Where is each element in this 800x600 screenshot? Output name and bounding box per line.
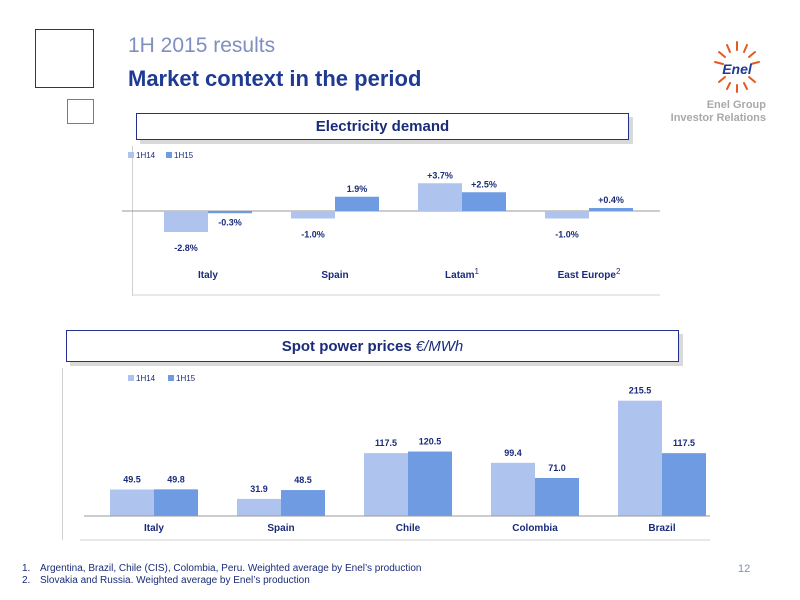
- footnote-2-number: 2.: [22, 575, 31, 586]
- prices-bar-italy-1H14: [110, 489, 154, 516]
- prices-category-label-spain: Spain: [267, 523, 294, 534]
- demand-data-label-spain-1H15: 1.9%: [347, 184, 368, 194]
- prices-legend-label-1H14: 1H14: [136, 374, 156, 383]
- demand-category-label-italy: Italy: [198, 270, 218, 281]
- demand-footnote-ref-1: 1: [475, 267, 480, 276]
- demand-data-label-east-europe-1H15: +0.4%: [598, 195, 624, 205]
- demand-data-label-italy-1H15: -0.3%: [218, 217, 242, 227]
- demand-left-rule: [132, 146, 133, 296]
- prices-bar-spain-1H15: [281, 490, 325, 516]
- prices-data-label-spain-1H14: 31.9: [250, 484, 268, 494]
- prices-data-label-chile-1H15: 120.5: [419, 437, 442, 447]
- demand-data-label-latam-1H14: +3.7%: [427, 170, 453, 180]
- prices-bar-colombia-1H14: [491, 462, 535, 516]
- logo-text: Enel: [722, 61, 753, 77]
- demand-bar-east-europe-1H15: [589, 208, 633, 211]
- demand-bar-italy-1H15: [208, 211, 252, 214]
- prices-category-label-colombia: Colombia: [512, 523, 558, 534]
- demand-legend-swatch-1H15: [166, 152, 172, 158]
- prices-bar-italy-1H15: [154, 489, 198, 516]
- prices-category-label-brazil: Brazil: [648, 523, 675, 534]
- prices-bar-colombia-1H15: [535, 478, 579, 516]
- prices-left-rule: [62, 368, 63, 540]
- prices-data-label-chile-1H14: 117.5: [375, 438, 397, 448]
- demand-bar-italy-1H14: [164, 211, 208, 232]
- demand-title-box: Electricity demand: [136, 113, 629, 140]
- prices-bar-chile-1H15: [408, 451, 452, 516]
- demand-legend-label-1H15: 1H15: [174, 151, 194, 160]
- decorative-square-orange: [67, 99, 94, 124]
- footnote-2: 2. Slovakia and Russia. Weighted average …: [22, 575, 310, 586]
- group-line-2: Investor Relations: [670, 112, 766, 124]
- prices-bar-brazil-1H14: [618, 400, 662, 516]
- demand-data-label-italy-1H14: -2.8%: [174, 243, 198, 253]
- demand-bar-spain-1H14: [291, 211, 335, 219]
- demand-category-label-east-europe: East Europe2: [558, 267, 621, 281]
- prices-category-label-italy: Italy: [144, 523, 164, 534]
- enel-group-label: Enel Group Investor Relations: [671, 99, 766, 125]
- prices-bar-spain-1H14: [237, 498, 281, 516]
- prices-data-label-spain-1H15: 48.5: [294, 475, 312, 485]
- footnote-1: 1. Argentina, Brazil, Chile (CIS), Colomb…: [22, 563, 422, 574]
- demand-chart: 1H14 1H15 -2.8% -0.3% Italy -1.0% 1.9% Spain +3.…: [122, 151, 660, 296]
- demand-data-label-spain-1H14: -1.0%: [301, 230, 325, 240]
- group-line-1: Enel Group: [706, 99, 766, 111]
- page-title: Market context in the period: [128, 66, 422, 91]
- demand-category-label-latam: Latam1: [445, 267, 479, 281]
- prices-data-label-brazil-1H15: 117.5: [673, 438, 695, 448]
- demand-legend-label-1H14: 1H14: [136, 151, 156, 160]
- prices-bar-brazil-1H15: [662, 453, 706, 516]
- prices-data-label-brazil-1H14: 215.5: [629, 386, 652, 396]
- demand-bar-spain-1H15: [335, 196, 379, 211]
- prices-legend-label-1H15: 1H15: [176, 374, 196, 383]
- prices-title-box: Spot power prices €/MWh: [66, 330, 679, 362]
- demand-bar-latam-1H14: [418, 183, 462, 211]
- prices-legend-swatch-1H14: [128, 375, 134, 381]
- prices-bar-chile-1H14: [364, 453, 408, 516]
- prices-data-label-italy-1H15: 49.8: [167, 474, 185, 484]
- prices-chart: 1H14 1H15 49.5 49.8 Italy 31.9 48.5 Spain 117.5 1…: [80, 374, 710, 541]
- footnote-1-text: Argentina, Brazil, Chile (CIS), Colombia…: [40, 563, 422, 574]
- demand-title: Electricity demand: [315, 118, 450, 135]
- prices-unit: €/MWh: [415, 337, 464, 355]
- prices-data-label-colombia-1H14: 99.4: [504, 448, 522, 458]
- demand-category-label-spain: Spain: [321, 270, 348, 281]
- footnote-2-text: Slovakia and Russia. Weighted average by…: [40, 575, 310, 586]
- prices-data-label-colombia-1H15: 71.0: [548, 463, 566, 473]
- demand-bar-latam-1H15: [462, 192, 506, 211]
- page-supertitle: 1H 2015 results: [128, 34, 276, 57]
- footnote-1-number: 1.: [22, 563, 31, 574]
- demand-footnote-ref-2: 2: [616, 267, 621, 276]
- page-number: 12: [738, 563, 751, 575]
- prices-category-label-chile: Chile: [396, 523, 421, 534]
- demand-data-label-east-europe-1H14: -1.0%: [555, 230, 579, 240]
- demand-legend-swatch-1H14: [128, 152, 134, 158]
- prices-legend-swatch-1H15: [168, 375, 174, 381]
- demand-data-label-latam-1H15: +2.5%: [471, 179, 497, 189]
- prices-data-label-italy-1H14: 49.5: [123, 475, 141, 485]
- enel-logo: Enel: [714, 41, 760, 93]
- decorative-square-blue: [35, 29, 94, 88]
- demand-bar-east-europe-1H14: [545, 211, 589, 219]
- prices-title: Spot power prices: [281, 337, 412, 355]
